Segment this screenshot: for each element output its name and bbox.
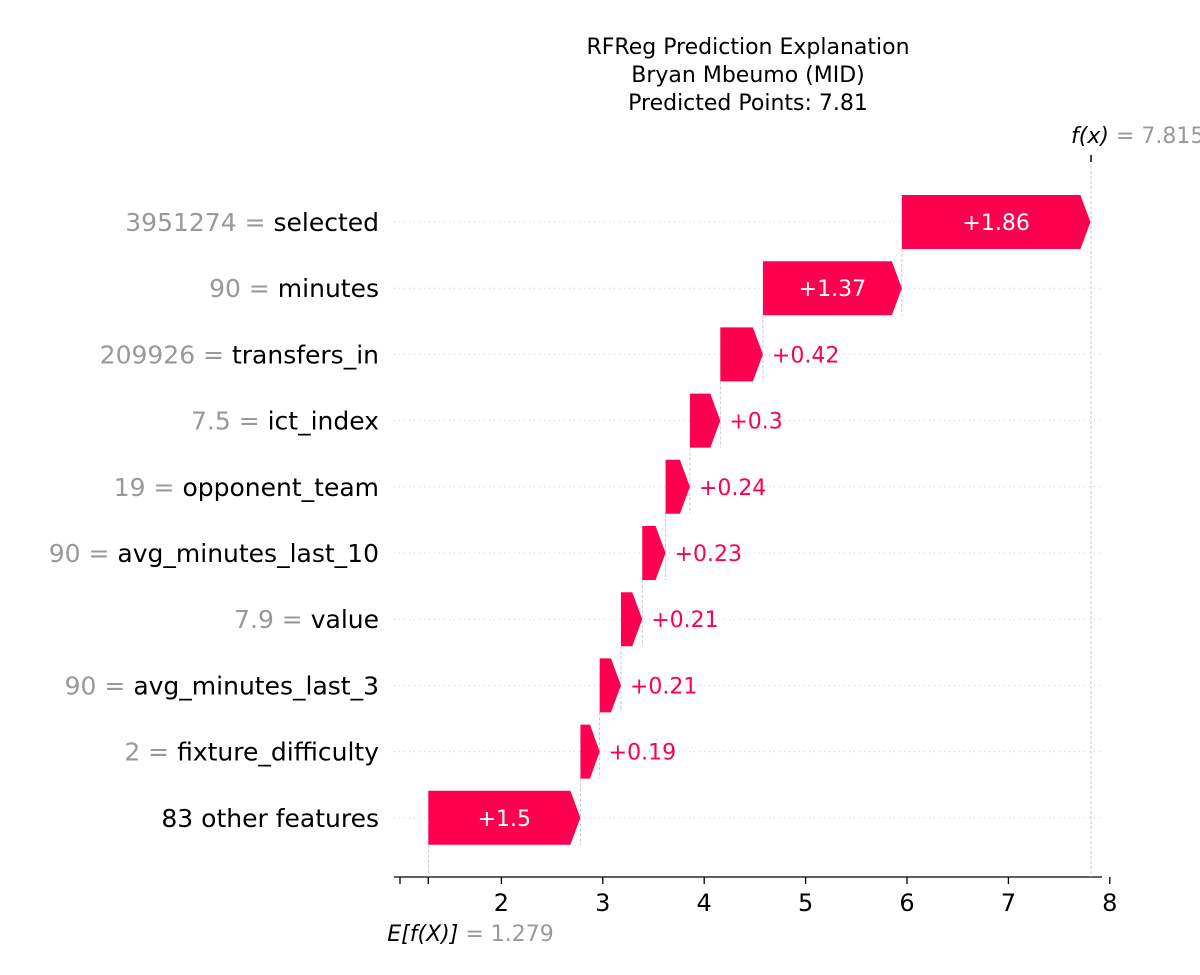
output-marker: f(x) = 7.815 xyxy=(1071,124,1200,877)
contribution-bar xyxy=(762,261,902,316)
contribution-bar xyxy=(720,327,763,382)
feature-name: transfers_in xyxy=(232,340,379,369)
contribution-labels: +1.86 +1.37 +0.42 +0.3 +0.24 +0.23 +0.21 +0.21 +… xyxy=(478,211,1030,832)
feature-name: value xyxy=(311,605,379,634)
feature-label: 90 = avg_minutes_last_10 xyxy=(49,539,379,568)
base-value-label: E[f(X)] = 1.279 xyxy=(387,922,553,947)
feature-name: minutes xyxy=(278,274,379,303)
feature-value: 7.5 = xyxy=(191,407,268,436)
feature-value: 90 = xyxy=(209,274,278,303)
feature-value: 3951274 = xyxy=(125,208,273,237)
feature-label: 7.9 = value xyxy=(234,605,379,634)
contribution-bar xyxy=(620,592,643,647)
title-line-3: Predicted Points: 7.81 xyxy=(628,91,868,116)
contribution-label: +0.42 xyxy=(772,343,839,368)
feature-label: 2 = fixture_difficulty xyxy=(124,738,379,767)
contribution-bars xyxy=(428,195,1091,845)
x-tick-label: 5 xyxy=(798,889,813,917)
x-tick-label: 4 xyxy=(697,889,712,917)
contribution-bar xyxy=(580,724,600,779)
feature-value: 90 = xyxy=(65,671,134,700)
feature-name: avg_minutes_last_10 xyxy=(117,539,379,568)
title-line-2: Bryan Mbeumo (MID) xyxy=(631,63,864,88)
contribution-label: +0.21 xyxy=(651,608,718,633)
feature-label: 90 = minutes xyxy=(209,274,379,303)
feature-label: 90 = avg_minutes_last_3 xyxy=(65,671,379,700)
feature-name: opponent_team xyxy=(182,473,379,502)
contribution-bar xyxy=(901,195,1091,249)
feature-labels: 3951274 = selected 90 = minutes 209926 = t… xyxy=(49,208,379,833)
feature-value: 90 = xyxy=(49,539,118,568)
output-label: f(x) = 7.815 xyxy=(1071,124,1200,149)
feature-value: 19 = xyxy=(114,473,183,502)
contribution-label: +1.86 xyxy=(962,211,1029,236)
feature-label: 3951274 = selected xyxy=(125,208,379,237)
feature-name: ict_index xyxy=(268,407,379,436)
feature-label: 83 other features xyxy=(161,804,379,833)
x-tick-label: 8 xyxy=(1102,889,1117,917)
feature-label: 209926 = transfers_in xyxy=(100,340,379,369)
feature-name: selected xyxy=(273,208,379,237)
output-value: = 7.815 xyxy=(1116,124,1200,149)
title-line-1: RFReg Prediction Explanation xyxy=(586,35,909,60)
contribution-bar xyxy=(642,526,666,580)
contribution-bar xyxy=(665,459,690,514)
x-tick-label: 6 xyxy=(899,889,914,917)
feature-name: fixture_difficulty xyxy=(177,738,379,767)
contribution-bar xyxy=(599,658,621,713)
chart-title: RFReg Prediction Explanation Bryan Mbeum… xyxy=(586,35,909,116)
contribution-label: +0.19 xyxy=(609,741,676,766)
feature-value: 209926 = xyxy=(100,340,232,369)
x-tick-label: 3 xyxy=(595,889,610,917)
feature-value: 2 = xyxy=(124,738,177,767)
x-tick-label: 2 xyxy=(494,889,509,917)
feature-value: 7.9 = xyxy=(234,605,311,634)
output-symbol: f(x) xyxy=(1071,124,1116,149)
contribution-label: +1.5 xyxy=(478,807,531,832)
contribution-label: +0.24 xyxy=(699,476,766,501)
contribution-label: +0.3 xyxy=(729,410,782,435)
x-tick-label: 7 xyxy=(1001,889,1016,917)
contribution-label: +0.21 xyxy=(630,674,697,699)
contribution-label: +1.37 xyxy=(799,277,866,302)
x-axis: 2 3 4 5 6 7 8 xyxy=(394,876,1117,917)
contribution-bar xyxy=(689,393,721,448)
base-value-number: = 1.279 xyxy=(465,922,553,947)
feature-label: 7.5 = ict_index xyxy=(191,407,379,436)
feature-name: avg_minutes_last_3 xyxy=(133,671,379,700)
row-gridlines xyxy=(394,221,1102,819)
base-value-symbol: E[f(X)] xyxy=(387,922,465,947)
feature-name: 83 other features xyxy=(161,804,379,833)
base-value-marker: E[f(X)] = 1.279 xyxy=(387,844,554,947)
connector-lines xyxy=(579,249,903,845)
contribution-bar xyxy=(428,790,581,845)
feature-label: 19 = opponent_team xyxy=(114,473,379,502)
contribution-label: +0.23 xyxy=(675,542,742,567)
